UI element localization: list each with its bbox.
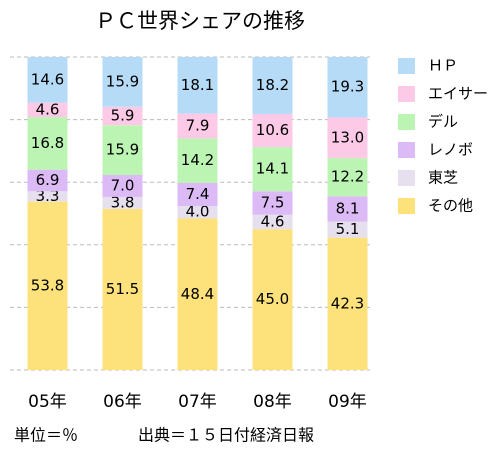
bar-segment: [27, 57, 68, 103]
bar-segment: [27, 102, 68, 118]
bar-segment: [252, 191, 293, 215]
value-label: 19.3: [331, 78, 364, 96]
x-tick-label: 09年: [328, 392, 367, 412]
value-label: 4.6: [36, 100, 60, 118]
legend-swatch: [398, 86, 415, 102]
legend-swatch: [398, 58, 415, 74]
legend-label: レノボ: [428, 141, 473, 159]
value-label: 14.1: [256, 160, 289, 178]
legend-swatch: [398, 114, 415, 130]
value-label: 4.6: [261, 212, 285, 230]
value-label: 51.5: [106, 280, 139, 298]
value-label: 12.2: [331, 168, 364, 186]
value-label: 15.9: [106, 72, 139, 90]
bar-segment: [102, 125, 143, 176]
legend-label: エイサー: [428, 85, 488, 103]
x-tick-label: 06年: [103, 392, 142, 412]
legend-swatch: [398, 170, 415, 186]
value-label: 18.1: [181, 76, 214, 94]
bar-segment: [327, 158, 368, 197]
value-label: 3.8: [111, 193, 135, 211]
value-label: 16.8: [31, 134, 64, 152]
bar-segment: [327, 237, 368, 370]
value-label: 7.9: [186, 117, 210, 135]
source-note: 出典＝１５日付経済日報: [138, 426, 314, 445]
value-label: 14.2: [181, 151, 214, 169]
bar-segment: [27, 201, 68, 370]
bar-segment: [177, 138, 218, 183]
value-label: 6.9: [36, 171, 60, 189]
bar-segment: [327, 221, 368, 238]
legend-label: ＨＰ: [428, 57, 458, 75]
legend-label: デル: [428, 113, 458, 131]
value-label: 18.2: [256, 76, 289, 94]
bar-segment: [327, 117, 368, 159]
bar-segment: [252, 147, 293, 192]
bar-segment: [327, 57, 368, 118]
bar-segment: [252, 57, 293, 114]
bar-segment: [27, 169, 68, 192]
chart-title: ＰＣ世界シェアの推移: [95, 9, 305, 33]
value-label: 7.5: [261, 194, 285, 212]
value-label: 45.0: [256, 290, 289, 308]
value-label: 53.8: [31, 276, 64, 294]
bar-segment: [177, 113, 218, 139]
value-label: 5.9: [111, 107, 135, 125]
bar-segment: [177, 182, 218, 206]
bar-segment: [102, 57, 143, 107]
legend-label: 東芝: [428, 169, 458, 187]
bar-segment: [252, 214, 293, 230]
unit-note: 単位＝％: [14, 426, 78, 445]
x-tick-label: 08年: [253, 392, 292, 412]
bar-segment: [177, 205, 218, 219]
value-label: 15.9: [106, 141, 139, 159]
bar-segment: [177, 57, 218, 114]
bar-segment: [252, 229, 293, 370]
legend-label: その他: [428, 197, 473, 215]
value-label: 13.0: [331, 128, 364, 146]
bar-segment: [27, 117, 68, 170]
value-label: 42.3: [331, 294, 364, 312]
x-tick-label: 07年: [178, 392, 217, 412]
bar-segment: [102, 196, 143, 209]
value-label: 14.6: [31, 70, 64, 88]
legend-swatch: [398, 142, 415, 158]
x-tick-label: 05年: [28, 392, 67, 412]
bar-segment: [252, 113, 293, 148]
bar-segment: [177, 218, 218, 370]
bar-segment: [102, 175, 143, 197]
value-label: 7.0: [111, 176, 135, 194]
value-label: 4.0: [186, 203, 210, 221]
value-label: 3.3: [36, 187, 60, 205]
bar-segment: [327, 196, 368, 222]
bar-segment: [27, 191, 68, 202]
value-label: 48.4: [181, 285, 214, 303]
legend-swatch: [398, 198, 415, 214]
value-label: 7.4: [186, 185, 210, 203]
value-label: 5.1: [336, 220, 360, 238]
value-label: 10.6: [256, 121, 289, 139]
value-label: 8.1: [336, 199, 360, 217]
bar-segment: [102, 208, 143, 370]
bar-segment: [102, 106, 143, 126]
